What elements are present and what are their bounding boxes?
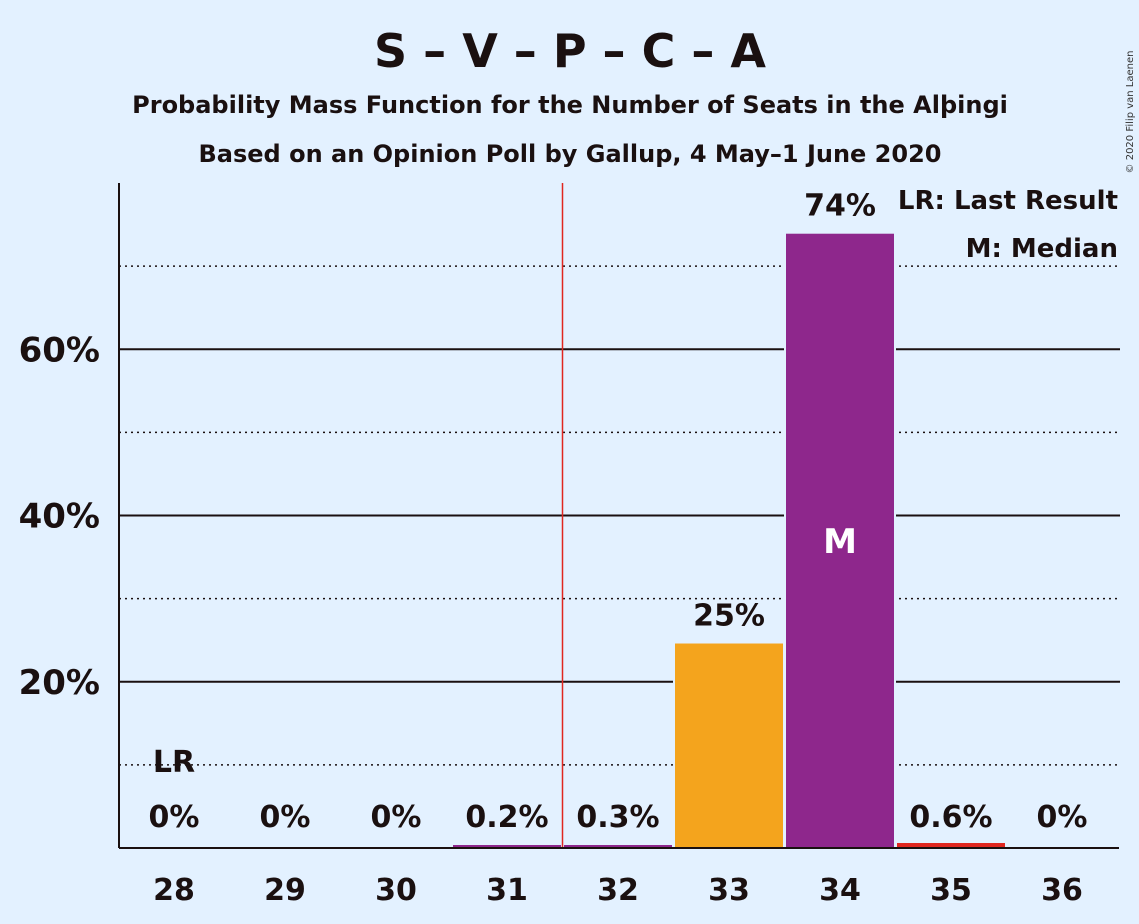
x-tick-label: 28 bbox=[153, 873, 195, 908]
data-label: 0.2% bbox=[465, 800, 548, 835]
data-label: 0.6% bbox=[909, 800, 992, 835]
labels: 20% 40% 60% 28 29 30 31 32 33 34 35 36 0% 0% 0% 0.2% 0.3… bbox=[19, 189, 1088, 908]
bars bbox=[453, 183, 1005, 849]
legend-median: M: Median bbox=[966, 234, 1118, 264]
x-tick-label: 33 bbox=[708, 873, 750, 908]
y-tick-label: 20% bbox=[19, 663, 100, 703]
data-label: 0% bbox=[149, 800, 200, 835]
x-tick-label: 29 bbox=[264, 873, 306, 908]
data-label: 0% bbox=[371, 800, 422, 835]
data-label: 25% bbox=[693, 599, 765, 634]
bar-31 bbox=[453, 845, 561, 848]
bar-33 bbox=[675, 643, 783, 848]
data-label: 0% bbox=[260, 800, 311, 835]
data-label: 0.3% bbox=[576, 800, 659, 835]
x-tick-label: 31 bbox=[486, 873, 528, 908]
bar-gap bbox=[894, 233, 896, 849]
x-tick-label: 34 bbox=[819, 873, 861, 908]
median-marker: M bbox=[823, 522, 857, 562]
x-tick-label: 30 bbox=[375, 873, 417, 908]
bar-gap bbox=[673, 643, 675, 848]
x-tick-label: 35 bbox=[930, 873, 972, 908]
gridlines bbox=[119, 265, 1120, 766]
data-label: 0% bbox=[1037, 800, 1088, 835]
bar-32 bbox=[564, 845, 672, 848]
copyright-notice: © 2020 Filip van Laenen bbox=[1125, 51, 1136, 174]
x-tick-label: 36 bbox=[1041, 873, 1083, 908]
x-tick-label: 32 bbox=[597, 873, 639, 908]
last-result-marker: LR bbox=[153, 745, 195, 780]
bar-34 bbox=[786, 233, 894, 849]
data-label: 74% bbox=[804, 189, 876, 224]
y-tick-label: 60% bbox=[19, 330, 100, 370]
chart-subtitle-1: Probability Mass Function for the Number… bbox=[132, 91, 1008, 119]
axes bbox=[118, 183, 1119, 849]
legend-last-result: LR: Last Result bbox=[898, 186, 1118, 216]
y-tick-label: 40% bbox=[19, 497, 100, 537]
bar-35 bbox=[897, 843, 1005, 848]
chart-title: S – V – P – C – A bbox=[374, 24, 766, 78]
chart-subtitle-2: Based on an Opinion Poll by Gallup, 4 Ma… bbox=[199, 140, 942, 168]
bar-gap bbox=[784, 233, 786, 849]
